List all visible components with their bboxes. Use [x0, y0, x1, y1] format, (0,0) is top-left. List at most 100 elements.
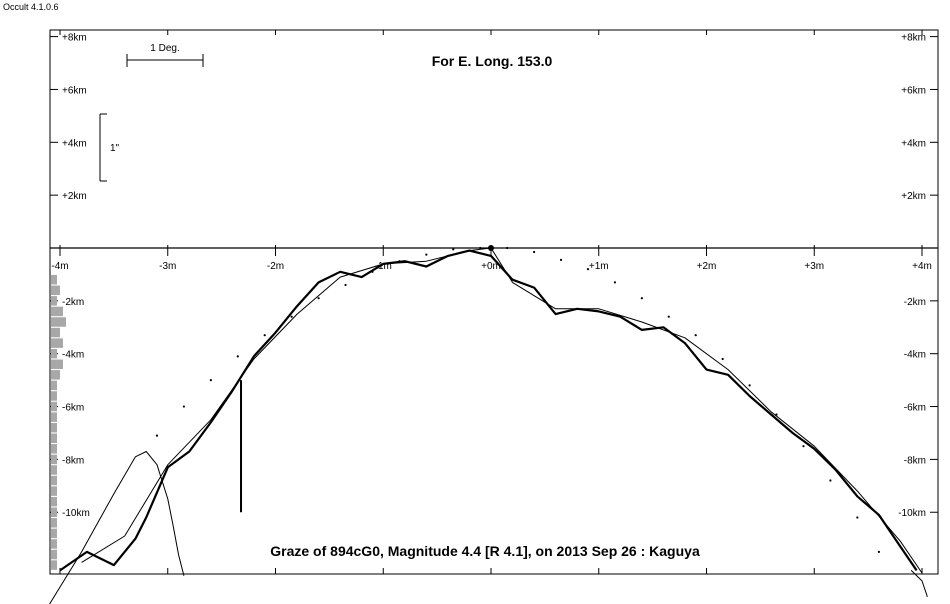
mean-limb-dot [586, 268, 590, 271]
mean-limb-dot [775, 413, 778, 416]
y-tick-label-left: +6km [62, 85, 87, 96]
y-tick-label-left: -8km [62, 455, 84, 466]
histogram [51, 274, 66, 570]
degree-scale-label: 1 Deg. [150, 43, 179, 54]
y-tick-label-right: -8km [904, 455, 926, 466]
tick-labels: -4m -3m -2m -1m +0m +1m +2m +3m +4m +8km +8km +6km +… [51, 33, 931, 520]
mean-limb-dot [613, 281, 617, 284]
right-edge-curve-line [910, 570, 928, 597]
histogram-bar [51, 348, 57, 359]
histogram-bar [51, 317, 66, 327]
markers [240, 245, 494, 513]
y-tick-label-right: +4km [901, 138, 926, 149]
mean-limb-dot [667, 315, 670, 318]
y-tick-label-left: +2km [62, 191, 87, 202]
arcsec-scale-label: 1" [110, 143, 120, 154]
mean-limb-dot [155, 434, 159, 437]
series-layer [49, 246, 928, 604]
mean-limb-dot [533, 250, 536, 254]
histogram-bar [51, 306, 63, 317]
histogram-bar [51, 560, 57, 570]
histogram-bar [51, 475, 57, 486]
histogram-bar [51, 412, 57, 422]
histogram-bar [51, 444, 57, 454]
x-tick-label: -4m [51, 261, 68, 272]
plot-frame [49, 29, 939, 575]
limb-profile-line [59, 249, 918, 572]
histogram-bar [51, 433, 57, 444]
histogram-bar [51, 549, 57, 560]
mean-limb-dot [829, 479, 832, 482]
histogram-bar [51, 496, 57, 507]
mean-limb-dot [877, 550, 881, 553]
y-tick-label-left: +8km [62, 33, 87, 44]
mean-limb-dot [452, 248, 455, 251]
histogram-bar [51, 274, 57, 285]
histogram-bar [51, 454, 57, 465]
mean-limb-dot [263, 334, 266, 337]
y-tick-label-right: -2km [904, 297, 926, 308]
y-tick-label-right: -4km [904, 350, 926, 361]
histogram-bar [51, 528, 57, 539]
histogram-bar [51, 401, 57, 412]
observer-density-curve-line [49, 451, 185, 604]
x-tick-label: +4m [912, 261, 932, 272]
mean-limb-dot [371, 270, 374, 273]
y-tick-label-right: -6km [904, 403, 926, 414]
x-tick-label: +1m [589, 261, 609, 272]
histogram-bar [51, 359, 63, 370]
plot-border [49, 29, 939, 575]
histogram-bar [51, 338, 63, 348]
mean-limb-dot [856, 516, 859, 519]
y-tick-label-left: -6km [62, 403, 84, 414]
y-tick-label-left: -2km [62, 297, 84, 308]
mean-limb-dot [182, 405, 186, 408]
mean-limb-dot [317, 297, 320, 300]
mean-limb-dot [802, 445, 805, 448]
x-tick-label: +3m [804, 261, 824, 272]
histogram-bar [51, 285, 60, 296]
mean-limb-dot [236, 355, 239, 358]
mean-limb-dot [640, 297, 643, 300]
histogram-bar [51, 518, 57, 528]
x-tick-label: +2m [697, 261, 717, 272]
mean-limb-dot [694, 334, 697, 337]
mean-limb-dot [209, 379, 212, 382]
y-tick-label-left: +4km [62, 138, 87, 149]
x-tick-label: -3m [159, 261, 176, 272]
chart-heading: For E. Long. 153.0 [432, 53, 553, 69]
y-tick-label-right: +2km [901, 191, 926, 202]
histogram-bar [51, 539, 57, 549]
x-tick-label: +0m [481, 261, 501, 272]
center-point [488, 245, 494, 251]
histogram-bar [51, 391, 57, 401]
histogram-bar [51, 296, 57, 306]
chart-footer: Graze of 894cG0, Magnitude 4.4 [R 4.1], … [270, 543, 700, 559]
mean-limb-dot [721, 357, 724, 361]
mean-limb-dot [748, 384, 751, 387]
histogram-bar [51, 507, 57, 517]
arcsec-scale-bar: 1" [99, 113, 120, 182]
histogram-bar [51, 465, 57, 475]
histogram-bar [51, 486, 57, 496]
histogram-bar [51, 380, 57, 391]
y-tick-label-left: -4km [62, 350, 84, 361]
x-tick-label: -2m [267, 261, 284, 272]
y-tick-label-right: +6km [901, 85, 926, 96]
histogram-bar [51, 370, 60, 380]
y-tick-label-right: +8km [901, 33, 926, 44]
mean-limb-dot [398, 260, 401, 263]
histogram-bar [51, 327, 60, 338]
y-tick-label-left: -10km [62, 508, 90, 519]
mean-limb-dot [506, 246, 509, 250]
x-tick-label: -1m [375, 261, 392, 272]
mean-limb-dot [344, 283, 347, 287]
smoothed-limb-line [81, 247, 923, 574]
mean-limb-dot [559, 258, 563, 261]
app-title: Occult 4.1.0.6 [3, 2, 59, 12]
mean-limb-dot [479, 246, 482, 250]
y-tick-label-right: -10km [898, 508, 926, 519]
mean-limb-dot [290, 315, 293, 318]
mean-limb-dot [425, 253, 428, 256]
